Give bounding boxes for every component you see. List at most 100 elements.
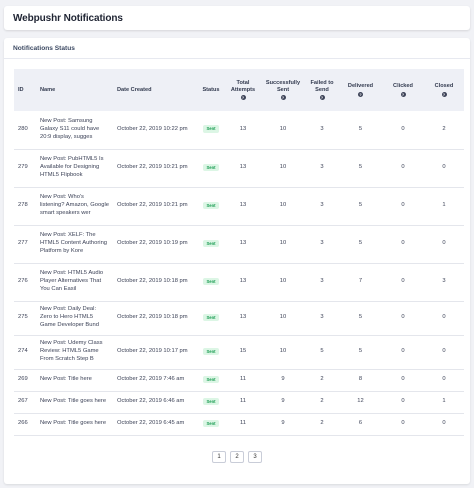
status-badge: Sent [203,239,219,248]
cell-id: 275 [14,301,36,336]
cell-closed: 0 [424,149,464,188]
status-badge: Sent [203,277,219,286]
cell-total-attempts: 13 [225,111,261,150]
cell-total-attempts: 13 [225,225,261,264]
cell-clicked: 0 [382,301,424,336]
cell-delivered: 5 [339,225,382,264]
cell-date: October 22, 2019 6:46 am [113,391,197,414]
cell-date: October 22, 2019 10:21 pm [113,187,197,226]
cell-total-attempts: 13 [225,149,261,188]
cell-closed: 0 [424,301,464,336]
page-button-3[interactable]: 3 [248,451,262,463]
cell-successfully-sent: 9 [261,391,305,414]
page-button-1[interactable]: 1 [212,451,226,463]
col-header-closed[interactable]: Closed? [424,69,464,111]
col-header-id[interactable]: ID [18,86,24,93]
cell-date: October 22, 2019 10:18 pm [113,263,197,302]
cell-status: Sent [197,149,225,188]
col-header-total-attempts[interactable]: Total Attempts? [225,69,261,111]
cell-id: 280 [14,111,36,150]
panel-title: Notifications Status [13,45,75,52]
cell-id: 266 [14,413,36,436]
col-header-successfully-sent[interactable]: Successfully Sent? [261,69,305,111]
table-row: 277 New Post: XELF: The HTML5 Content Aut… [14,225,464,264]
cell-clicked: 0 [382,111,424,150]
cell-status: Sent [197,263,225,302]
cell-failed: 3 [305,263,339,302]
col-header-closed-label: Closed [434,83,454,89]
cell-clicked: 0 [382,263,424,302]
col-header-status[interactable]: Status [202,86,220,93]
cell-clicked: 0 [382,225,424,264]
cell-date: October 22, 2019 10:19 pm [113,225,197,264]
cell-failed: 3 [305,301,339,336]
cell-successfully-sent: 10 [261,301,305,336]
cell-clicked: 0 [382,187,424,226]
col-header-delivered[interactable]: Delivered? [339,69,382,111]
table-row: 276 New Post: HTML5 Audio Player Alternat… [14,263,464,302]
status-badge: Sent [203,125,219,134]
cell-date: October 22, 2019 10:21 pm [113,149,197,188]
table-row: 266 New Post: Title goes here October 22, … [14,413,464,436]
cell-failed: 3 [305,225,339,264]
question-circle-icon[interactable]: ? [400,91,406,97]
question-circle-icon[interactable]: ? [319,95,325,101]
question-circle-icon[interactable]: ? [441,91,447,97]
cell-successfully-sent: 10 [261,335,305,370]
table-row: 279 New Post: PubHTML5 Is Available for D… [14,149,464,188]
cell-clicked: 0 [382,413,424,436]
cell-failed: 3 [305,149,339,188]
cell-clicked: 0 [382,391,424,414]
cell-successfully-sent: 10 [261,263,305,302]
cell-successfully-sent: 9 [261,413,305,436]
cell-name: New Post: Title here [36,369,113,392]
status-badge: Sent [203,347,219,356]
col-header-failed-label: Failed to Send [310,79,334,93]
question-circle-icon[interactable]: ? [358,91,363,97]
question-circle-icon[interactable]: ? [280,95,286,101]
cell-status: Sent [197,225,225,264]
col-header-clicked[interactable]: Clicked? [382,69,424,111]
cell-clicked: 0 [382,369,424,392]
cell-name: New Post: XELF: The HTML5 Content Author… [36,225,113,264]
page-title: Webpushr Notifications [13,12,123,24]
notifications-panel: Notifications Status ID Name Date Create… [4,38,470,484]
cell-successfully-sent: 10 [261,149,305,188]
cell-failed: 2 [305,391,339,414]
page-button-2[interactable]: 2 [230,451,244,463]
notifications-table-wrap: ID Name Date Created Status Total Attemp… [14,69,464,436]
col-header-date[interactable]: Date Created [117,86,152,93]
cell-delivered: 5 [339,111,382,150]
table-row: 275 New Post: Daily Deal: Zero to Hero HT… [14,301,464,336]
table-row: 278 New Post: Who's listening? Amazon, Go… [14,187,464,226]
cell-id: 276 [14,263,36,302]
cell-delivered: 5 [339,301,382,336]
cell-status: Sent [197,369,225,392]
table-body: 280 New Post: Samsung Galaxy S11 could ha… [14,111,464,436]
table-header-row: ID Name Date Created Status Total Attemp… [14,69,464,111]
divider [4,58,470,59]
cell-closed: 2 [424,111,464,150]
table-row: 274 New Post: Udemy Class Review: HTML5 G… [14,335,464,370]
cell-delivered: 5 [339,187,382,226]
cell-delivered: 8 [339,369,382,392]
cell-status: Sent [197,391,225,414]
cell-date: October 22, 2019 10:22 pm [113,111,197,150]
cell-total-attempts: 13 [225,301,261,336]
col-header-clicked-label: Clicked [393,83,413,89]
cell-successfully-sent: 10 [261,225,305,264]
status-badge: Sent [203,375,219,384]
cell-failed: 3 [305,111,339,150]
cell-closed: 0 [424,369,464,392]
cell-total-attempts: 11 [225,391,261,414]
cell-delivered: 6 [339,413,382,436]
question-circle-icon[interactable]: ? [240,95,246,101]
col-header-failed[interactable]: Failed to Send? [305,69,339,111]
col-header-name[interactable]: Name [40,86,56,93]
cell-failed: 5 [305,335,339,370]
cell-successfully-sent: 10 [261,111,305,150]
status-badge: Sent [203,163,219,172]
table-row: 267 New Post: Title goes here October 22, … [14,391,464,414]
cell-date: October 22, 2019 6:45 am [113,413,197,436]
